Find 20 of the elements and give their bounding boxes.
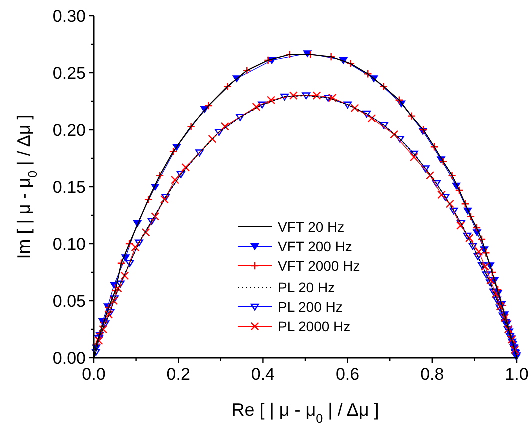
legend-label: PL 2000 Hz	[278, 318, 351, 334]
x-tick-label: 0.2	[166, 365, 190, 384]
x-tick-label: 0.6	[336, 365, 360, 384]
y-tick-label: 0.15	[52, 178, 86, 197]
legend-label: PL 200 Hz	[278, 299, 343, 315]
legend-label: VFT 2000 Hz	[278, 258, 360, 274]
x-tick-label: 0.0	[82, 365, 106, 384]
y-tick-label: 0.00	[52, 349, 86, 368]
y-tick-label: 0.25	[52, 64, 86, 83]
legend-label: VFT 20 Hz	[278, 219, 345, 235]
y-tick-label: 0.20	[52, 121, 86, 140]
x-tick-label: 0.4	[251, 365, 276, 384]
legend-label: VFT 200 Hz	[278, 238, 352, 254]
x-axis-title: Re [ | μ - μ$_{0}$ | / Δμ ]	[232, 400, 380, 425]
y-tick-label: 0.05	[52, 292, 86, 311]
y-tick-label: 0.10	[52, 235, 86, 254]
x-tick-label: 1.0	[505, 365, 529, 384]
y-tick-label: 0.30	[52, 7, 86, 26]
x-tick-label: 0.8	[420, 365, 444, 384]
legend-label: PL 20 Hz	[278, 280, 336, 296]
